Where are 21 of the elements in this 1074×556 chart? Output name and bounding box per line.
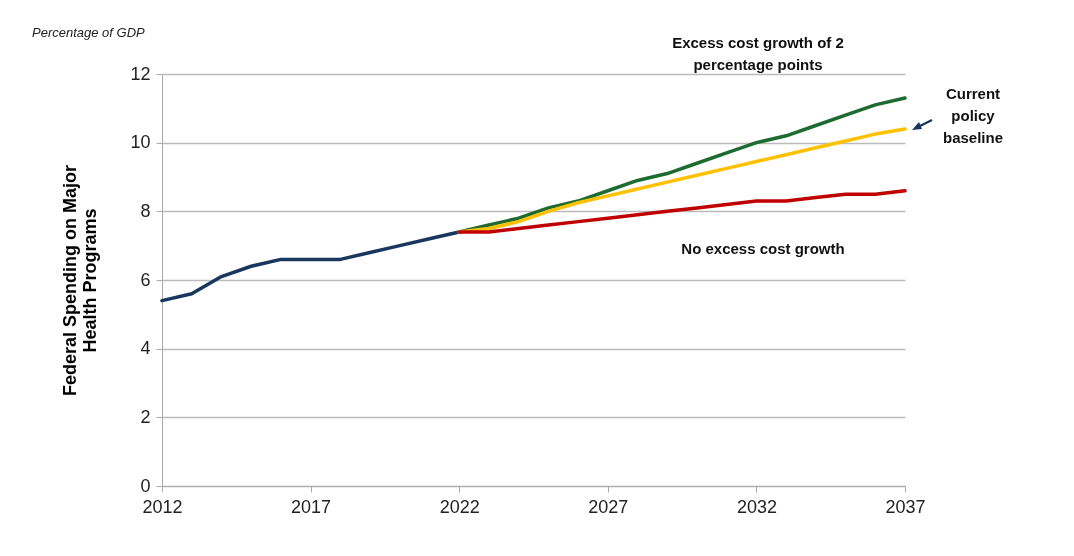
x-tick-label: 2012 [142,496,183,517]
y-tick-label: 4 [140,338,151,359]
y-tick-label: 0 [140,475,151,496]
y-tick-label: 10 [130,132,151,153]
text: Current policy baseline [942,84,1004,146]
text: Excess cost growth of 2 percentage points [672,34,844,74]
y-tick-label: 6 [140,269,151,290]
line-series [160,230,461,303]
y-tick-label: 8 [140,200,151,221]
x-tick-label: 2027 [588,496,629,517]
y-axis-title: Federal Spending on Major Health Programs [60,164,101,397]
y-tick-label: 12 [130,63,151,84]
x-tick-label: 2017 [291,496,332,517]
line-series [457,96,907,234]
x-tick-label: 2022 [439,496,480,517]
text: Percentage of GDP [32,25,146,40]
x-tick-label: 2037 [885,496,926,517]
series-label: No excess cost growth [681,239,845,257]
line-series [457,188,907,234]
y-tick-label: 2 [140,406,151,427]
x-tick-label: 2032 [736,496,777,517]
